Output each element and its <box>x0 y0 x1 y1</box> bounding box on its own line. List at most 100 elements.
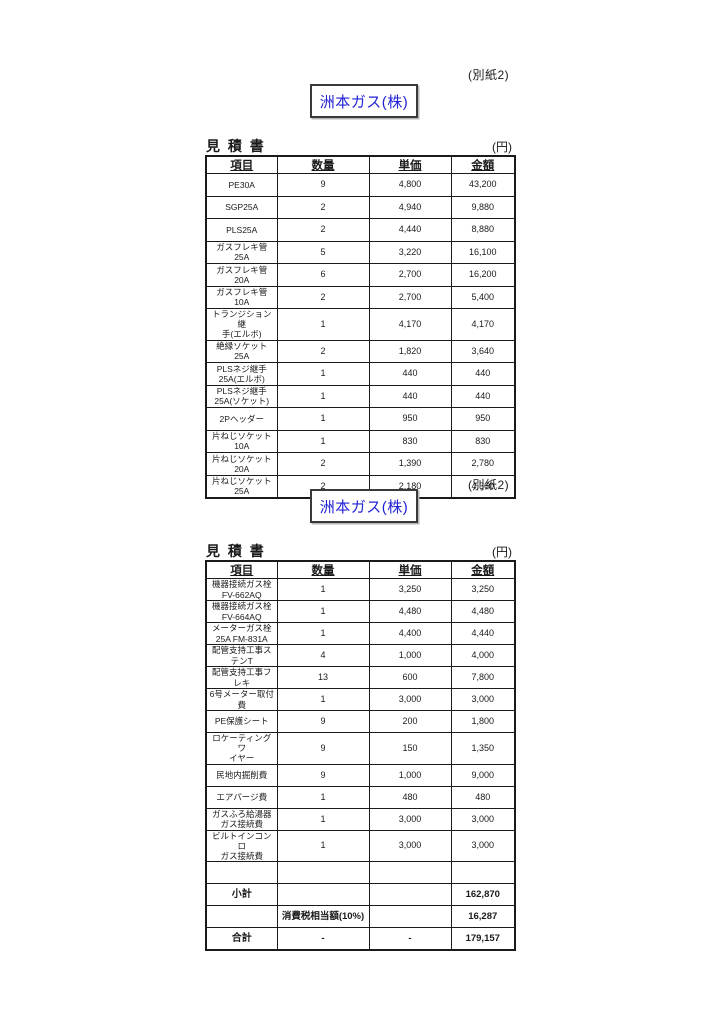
quantity-cell <box>276 883 370 907</box>
table-row: PLS25A 2 4,440 8,880 <box>205 218 516 242</box>
quantity-cell: 9 <box>276 763 370 787</box>
unit-price-cell: 1,000 <box>368 763 452 787</box>
amount-cell: 3,640 <box>450 339 516 364</box>
unit-price-cell: 3,220 <box>368 240 452 264</box>
table-row: 機器接続ガス栓 FV-662AQ 1 3,250 3,250 <box>205 578 516 601</box>
table-row: ガスフレキ管 10A 2 2,700 5,400 <box>205 285 516 309</box>
item-cell: PE保護シート <box>205 710 278 733</box>
item-cell <box>205 861 278 885</box>
table-row: ガスフレキ管 20A 6 2,700 16,200 <box>205 263 516 287</box>
item-cell: ガスフレキ管 25A <box>205 240 278 264</box>
item-cell: 6号メーター取付 費 <box>205 688 278 711</box>
quantity-cell: 9 <box>276 710 370 733</box>
amount-cell: 9,000 <box>450 763 516 787</box>
item-cell: 小計 <box>205 883 278 907</box>
quantity-cell: 2 <box>276 339 370 364</box>
amount-cell: 4,170 <box>450 308 516 341</box>
item-cell: ガスフレキ管 10A <box>205 285 278 309</box>
unit-price-cell: 200 <box>368 710 452 733</box>
table-header-row: 項目 数量 単価 金額 <box>205 155 516 174</box>
amount-cell: 440 <box>450 362 516 386</box>
item-cell: エアパージ費 <box>205 785 278 809</box>
quantity-cell: 1 <box>276 785 370 809</box>
amount-cell: 8,880 <box>450 218 516 242</box>
amount-cell: 16,100 <box>450 240 516 264</box>
table-row: 絶縁ソケット25A 2 1,820 3,640 <box>205 339 516 364</box>
amount-cell: 16,200 <box>450 263 516 287</box>
table-row: 配管支持工事ス テンT 4 1,000 4,000 <box>205 644 516 667</box>
unit-price-cell: 480 <box>368 785 452 809</box>
amount-cell: 16,287 <box>450 905 516 929</box>
col-header-unit-price: 単価 <box>368 155 452 174</box>
amount-cell: 9,880 <box>450 195 516 219</box>
unit-price-cell: 4,440 <box>368 218 452 242</box>
unit-price-cell: 2,700 <box>368 285 452 309</box>
col-header-quantity: 数量 <box>276 155 370 174</box>
unit-price-cell: 440 <box>368 362 452 386</box>
col-header-quantity: 数量 <box>276 560 370 579</box>
item-cell: メーターガス栓 25A FM-831A <box>205 622 278 645</box>
amount-cell: 4,000 <box>450 644 516 667</box>
amount-cell: 1,800 <box>450 710 516 733</box>
table-row: ガスふろ給湯器 ガス接続費 1 3,000 3,000 <box>205 807 516 831</box>
quantity-cell: 1 <box>276 688 370 711</box>
unit-price-cell: 3,250 <box>368 578 452 601</box>
quantity-cell: 13 <box>276 666 370 689</box>
quantity-cell: 消費税相当額(10%) <box>276 905 370 929</box>
table-row: SGP25A 2 4,940 9,880 <box>205 195 516 219</box>
table-row: 配管支持工事フ レキ 13 600 7,800 <box>205 666 516 689</box>
amount-cell: 3,000 <box>450 688 516 711</box>
unit-price-cell: 4,480 <box>368 600 452 623</box>
table-row: 消費税相当額(10%) 16,287 <box>205 905 516 929</box>
table-row: PE30A 9 4,800 43,200 <box>205 173 516 197</box>
col-header-amount: 金額 <box>450 155 516 174</box>
quantity-cell: 1 <box>276 578 370 601</box>
table-row: ロケーティングワ イヤー 9 150 1,350 <box>205 732 516 765</box>
table-row: PE保護シート 9 200 1,800 <box>205 710 516 733</box>
attachment-label: (別紙2) <box>468 478 510 492</box>
unit-price-cell: 4,800 <box>368 173 452 197</box>
unit-price-cell: 4,940 <box>368 195 452 219</box>
unit-price-cell: 4,170 <box>368 308 452 341</box>
amount-cell: 162,870 <box>450 883 516 907</box>
item-cell: ロケーティングワ イヤー <box>205 732 278 765</box>
item-cell: 民地内掘削費 <box>205 763 278 787</box>
unit-price-cell: - <box>368 927 452 951</box>
amount-cell: 4,440 <box>450 622 516 645</box>
item-cell <box>205 905 278 929</box>
quantity-cell: 2 <box>276 285 370 309</box>
item-cell: ガスふろ給湯器 ガス接続費 <box>205 807 278 831</box>
doc-title: 見 積 書 <box>206 543 266 559</box>
unit-price-cell <box>368 861 452 885</box>
unit-price-cell: 3,000 <box>368 807 452 831</box>
quantity-cell: 1 <box>276 829 370 863</box>
table-row: ガスフレキ管 25A 5 3,220 16,100 <box>205 240 516 264</box>
unit-price-cell: 3,000 <box>368 688 452 711</box>
table-row: ビルトインコンロ ガス接続費 1 3,000 3,000 <box>205 829 516 863</box>
table-header-row: 項目 数量 単価 金額 <box>205 560 516 579</box>
item-cell: 機器接続ガス栓 FV-662AQ <box>205 578 278 601</box>
amount-cell: 4,360 <box>450 474 516 499</box>
quantity-cell: 1 <box>276 600 370 623</box>
quantity-cell: 1 <box>276 308 370 341</box>
amount-cell: 179,157 <box>450 927 516 951</box>
col-header-item: 項目 <box>205 155 278 174</box>
unit-price-cell <box>368 883 452 907</box>
table-row: 6号メーター取付 費 1 3,000 3,000 <box>205 688 516 711</box>
table-row: 合計 - - 179,157 <box>205 927 516 951</box>
item-cell: トランジション継 手(エルボ) <box>205 308 278 341</box>
item-cell: PE30A <box>205 173 278 197</box>
item-cell: PLS25A <box>205 218 278 242</box>
unit-price-cell: 4,400 <box>368 622 452 645</box>
unit-price-cell: 150 <box>368 732 452 765</box>
item-cell: 合計 <box>205 927 278 951</box>
quote-table: 項目 数量 単価 金額 PE30A 9 4,800 43,200 SGP25A … <box>205 155 516 500</box>
currency-unit-label: (円) <box>492 140 512 154</box>
amount-cell: 5,400 <box>450 285 516 309</box>
amount-cell <box>450 861 516 885</box>
quantity-cell: 5 <box>276 240 370 264</box>
item-cell: 配管支持工事フ レキ <box>205 666 278 689</box>
amount-cell: 4,480 <box>450 600 516 623</box>
table-row: メーターガス栓 25A FM-831A 1 4,400 4,440 <box>205 622 516 645</box>
col-header-item: 項目 <box>205 560 278 579</box>
